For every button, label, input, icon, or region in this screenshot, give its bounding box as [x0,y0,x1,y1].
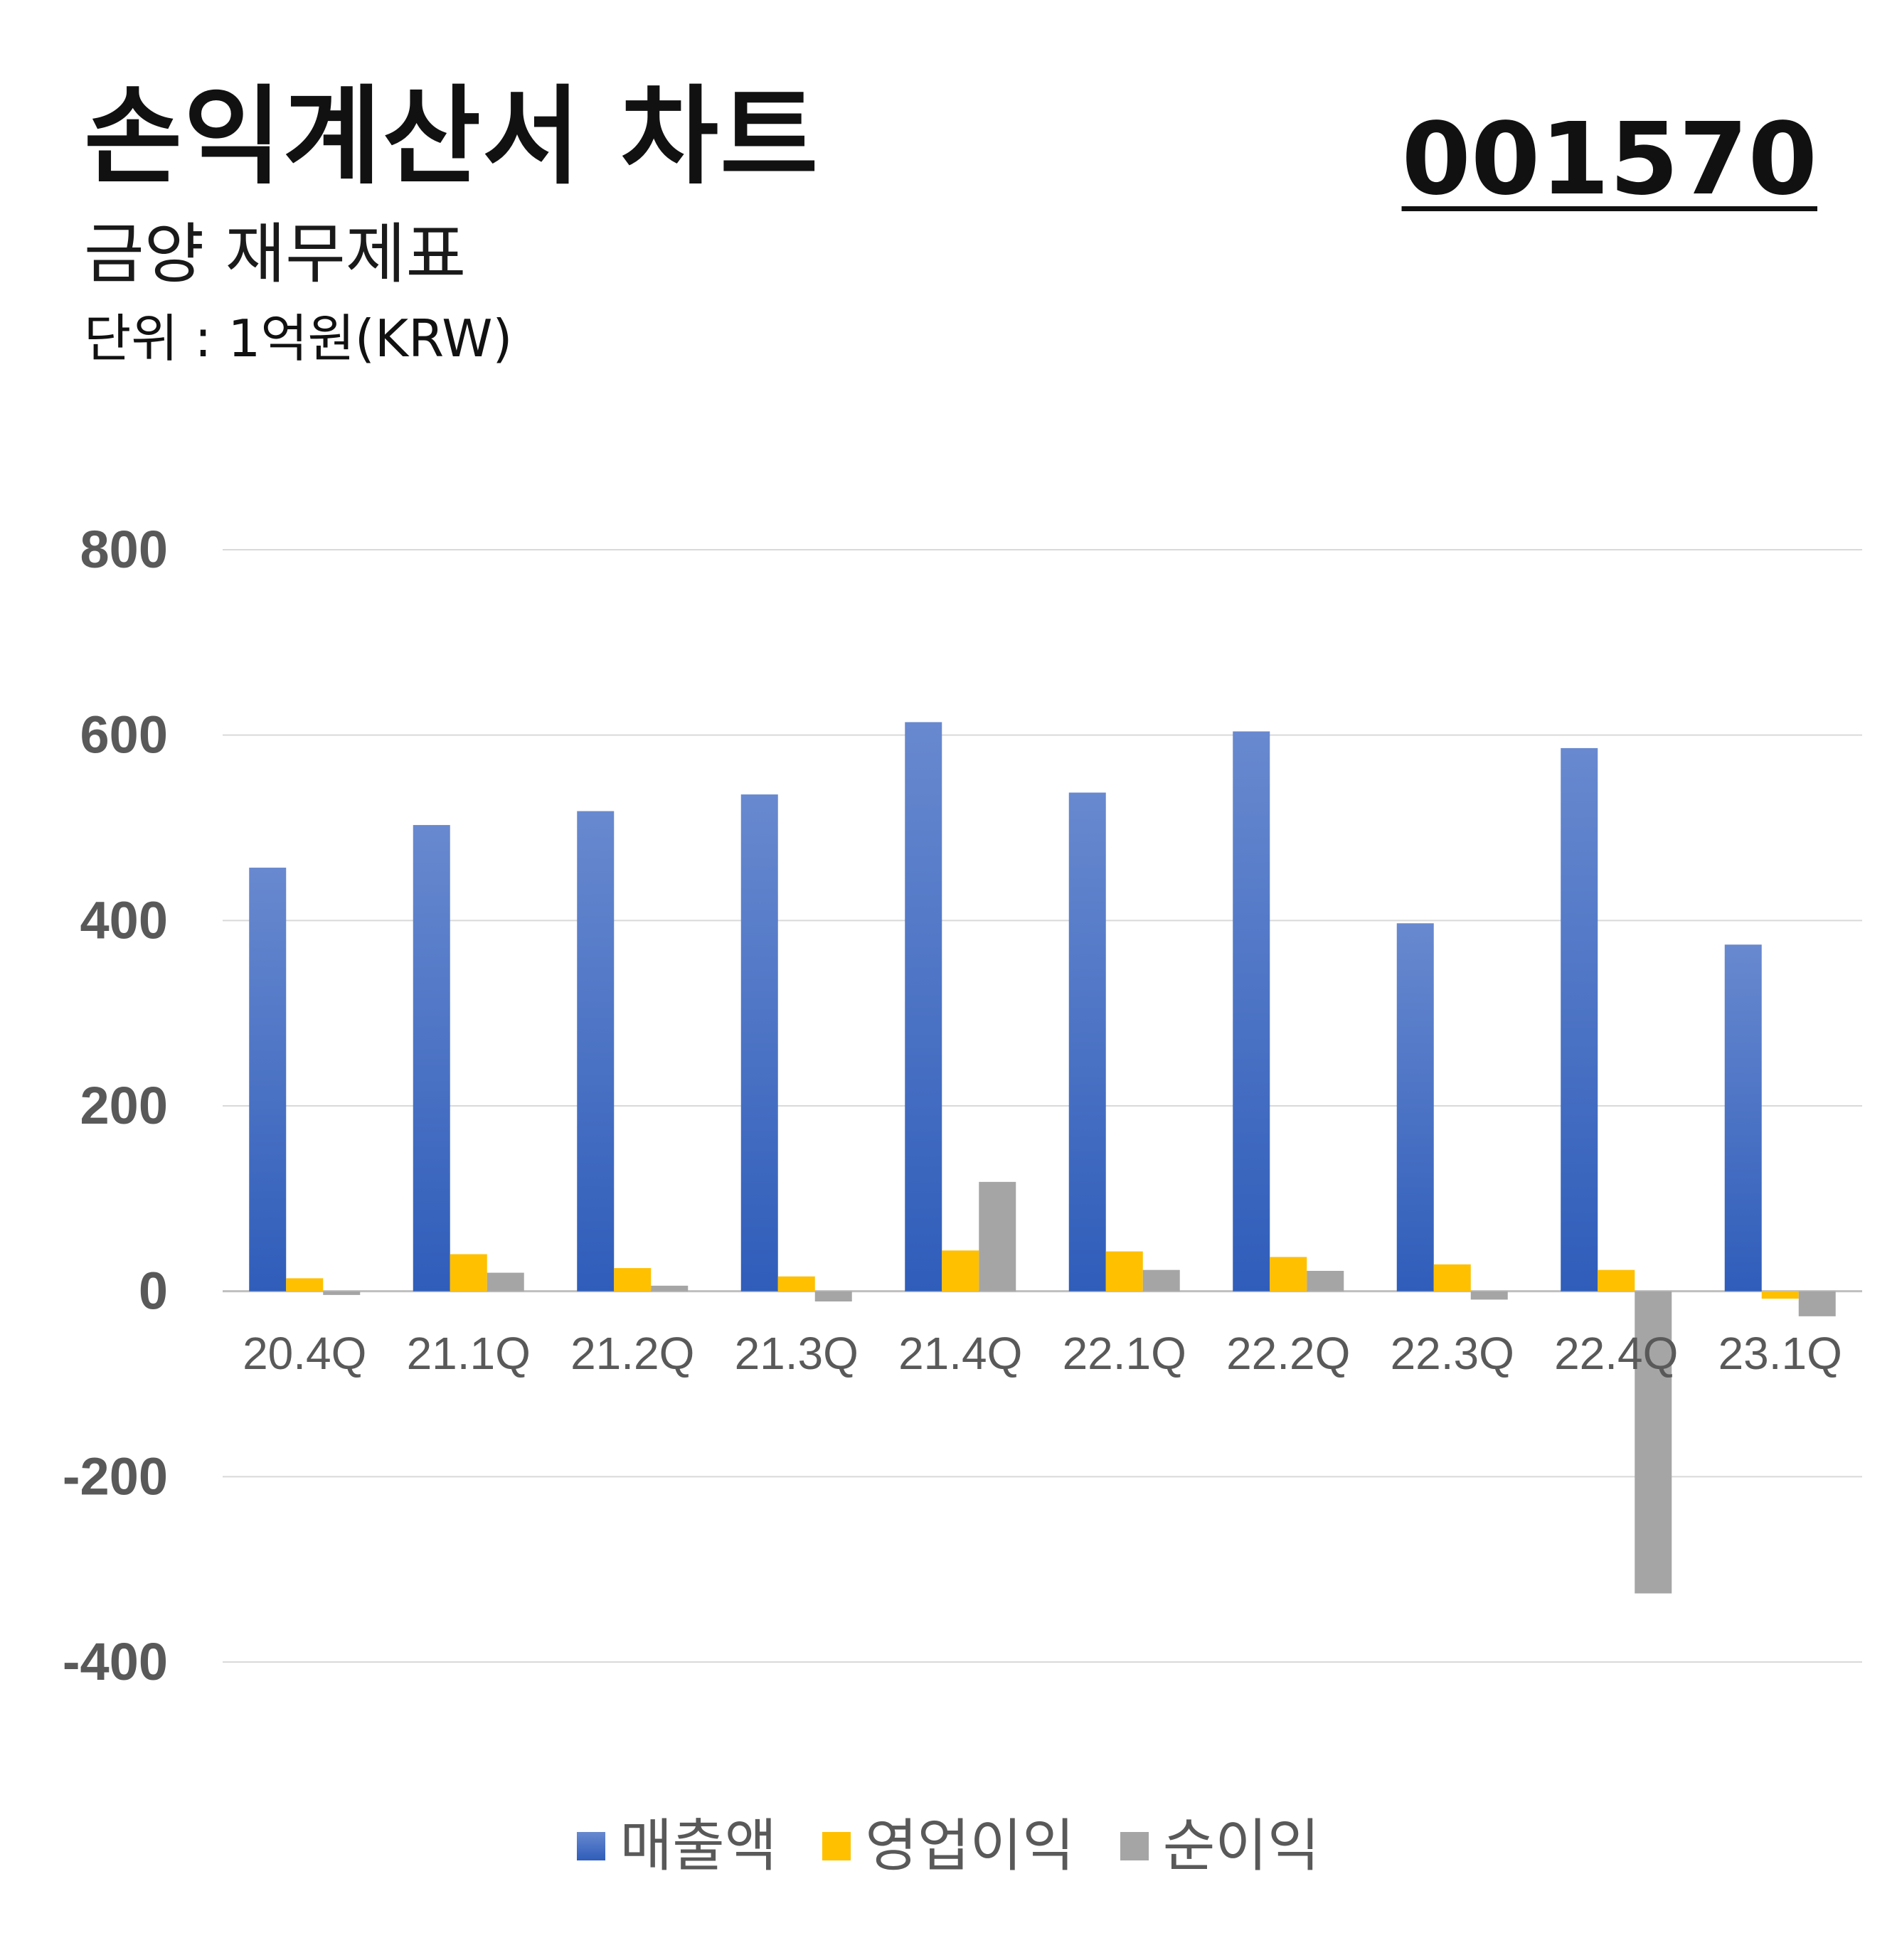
y-tick-label: 200 [80,1076,168,1135]
bar-revenue [577,811,615,1291]
bars [249,722,1836,1594]
bar-operating-profit [1105,1251,1143,1291]
unit-label: 단위 : 1억원(KRW) [84,309,513,368]
x-tick-label: 22.1Q [1063,1328,1186,1379]
bar-operating-profit [1270,1257,1307,1291]
chart-subtitle: 금양 재무제표 [84,216,467,292]
stock-code: 001570 [1401,102,1817,218]
bar-net-income [1470,1291,1508,1300]
x-tick-label: 22.2Q [1226,1328,1350,1379]
bar-revenue [1396,923,1434,1291]
y-tick-label: -200 [63,1447,168,1506]
x-tick-label: 21.4Q [898,1328,1022,1379]
y-tick-label: -400 [63,1632,168,1691]
gridlines [223,549,1862,1663]
bar-net-income [1798,1291,1836,1316]
bar-operating-profit [450,1254,487,1291]
legend-label-operating-profit: 영업이익 [865,1813,1075,1879]
bar-net-income [979,1181,1016,1291]
x-tick-label: 23.1Q [1718,1328,1842,1379]
bar-revenue [1233,731,1270,1291]
bar-revenue [413,825,450,1291]
y-tick-label: 800 [80,520,168,579]
chart-title: 손익계산서 차트 [84,75,820,199]
bar-revenue [1561,747,1598,1291]
x-tick-label: 21.1Q [407,1328,531,1379]
bar-net-income [1635,1291,1672,1594]
bar-revenue [905,722,942,1291]
bar-revenue [1068,792,1106,1291]
y-tick-label: 0 [139,1262,168,1321]
bar-operating-profit [942,1250,979,1291]
legend-label-net-income: 순이익 [1162,1813,1320,1879]
bar-net-income [1307,1270,1344,1291]
bar-net-income [814,1291,852,1302]
bar-operating-profit [1433,1264,1471,1291]
legend-label-revenue: 매출액 [620,1813,777,1879]
legend-swatch-net-income [1120,1832,1149,1860]
y-tick-label: 600 [80,705,168,765]
bar-operating-profit [1761,1291,1799,1299]
x-tick-label: 20.4Q [243,1328,366,1379]
x-tick-label: 22.4Q [1554,1328,1678,1379]
bar-net-income [651,1285,689,1291]
legend-swatch-revenue [577,1832,606,1860]
bar-revenue [249,868,287,1291]
bar-revenue [1724,944,1762,1291]
bar-operating-profit [777,1276,815,1291]
axis: 800 600 400 200 0 -200 -400 20.4Q 21.1Q 21.2Q 21.3… [63,520,1842,1691]
legend: 매출액 영업이익 순이익 [0,1818,1897,1875]
bar-operating-profit [1598,1269,1635,1291]
legend-swatch-operating-profit [822,1832,851,1860]
x-tick-label: 21.3Q [735,1328,859,1379]
x-tick-label: 21.2Q [570,1328,694,1379]
bar-net-income [323,1291,361,1295]
bar-operating-profit [614,1268,652,1291]
legend-item-revenue: 매출액 [577,1818,777,1875]
legend-item-operating-profit: 영업이익 [822,1813,1075,1879]
bar-revenue [740,794,778,1291]
bar-operating-profit [286,1278,324,1291]
bar-net-income [1142,1269,1180,1291]
y-tick-label: 400 [80,890,168,949]
legend-item-net-income: 순이익 [1120,1818,1320,1875]
x-tick-label: 22.3Q [1391,1328,1514,1379]
bar-net-income [487,1272,524,1291]
